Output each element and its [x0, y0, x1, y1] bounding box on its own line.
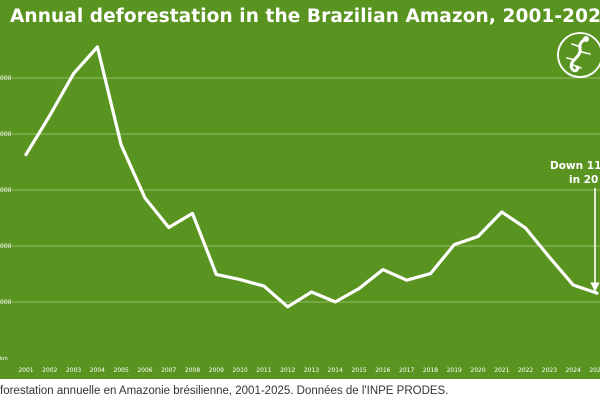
data-point-2013 [310, 290, 313, 293]
y-tick-label-25000: 000 [0, 75, 12, 82]
x-tick-label-2017: 2017 [399, 367, 414, 374]
data-point-2007 [167, 226, 170, 229]
y-tick-label-0: km [0, 356, 8, 362]
data-point-2023 [548, 256, 551, 259]
data-point-2020 [476, 235, 479, 238]
data-point-2003 [72, 72, 75, 75]
y-axis-ticks: km 000 000 000 000 000 [0, 75, 12, 362]
data-point-2005 [120, 143, 123, 146]
y-tick-label-20000: 000 [0, 131, 12, 138]
y-tick-label-15000: 000 [0, 187, 12, 194]
data-point-2015 [357, 287, 360, 290]
data-point-2019 [453, 243, 456, 246]
data-point-2011 [262, 285, 265, 288]
x-tick-label-2024: 2024 [566, 367, 581, 374]
x-tick-label-2021: 2021 [494, 367, 509, 374]
x-tick-label-2008: 2008 [185, 367, 200, 374]
data-point-2001 [24, 153, 27, 156]
data-point-2012 [286, 305, 289, 308]
annotation-line-2: in 20 [569, 174, 598, 186]
gecko-logo-icon [557, 32, 600, 78]
series-line-deforestation [24, 45, 599, 309]
data-point-2025 [595, 291, 598, 294]
data-point-2022 [524, 227, 527, 230]
y-tick-label-10000: 000 [0, 243, 12, 250]
chart-title: Annual deforestation in the Brazilian Am… [10, 6, 600, 27]
chart-panel: km 000 000 000 000 000 2001 2002 2003 2004 2005 20… [0, 0, 600, 379]
x-tick-label-2009: 2009 [209, 367, 224, 374]
data-points [24, 45, 598, 308]
data-point-2002 [48, 114, 51, 117]
x-tick-label-2007: 2007 [161, 367, 176, 374]
x-tick-label-2006: 2006 [137, 367, 152, 374]
data-point-2008 [191, 212, 194, 215]
x-tick-label-2018: 2018 [423, 367, 438, 374]
data-point-2018 [429, 272, 432, 275]
grid-lines [0, 77, 600, 303]
data-point-2016 [381, 268, 384, 271]
x-tick-label-2010: 2010 [232, 367, 247, 374]
x-axis-ticks: 2001 2002 2003 2004 2005 2006 2007 2008 2009 2010… [18, 367, 600, 374]
data-point-2009 [215, 273, 218, 276]
data-point-2017 [405, 279, 408, 282]
x-tick-label-2012: 2012 [280, 367, 295, 374]
x-tick-label-2013: 2013 [304, 367, 319, 374]
x-tick-label-2001: 2001 [18, 367, 33, 374]
data-point-2014 [334, 300, 337, 303]
x-tick-label-2019: 2019 [447, 367, 462, 374]
x-tick-label-2015: 2015 [351, 367, 366, 374]
data-point-2006 [143, 196, 146, 199]
x-tick-label-2020: 2020 [470, 367, 485, 374]
x-tick-label-2022: 2022 [518, 367, 533, 374]
x-tick-label-2025: 2025 [589, 367, 600, 374]
figure-caption: forestation annuelle en Amazonie brésili… [0, 385, 449, 397]
x-tick-label-2023: 2023 [542, 367, 557, 374]
data-point-2004 [96, 45, 99, 48]
data-point-2021 [500, 210, 503, 213]
x-tick-label-2014: 2014 [328, 367, 343, 374]
annotation-down: Down 11 in 20 [550, 160, 600, 292]
data-point-2010 [239, 278, 242, 281]
y-tick-label-5000: 000 [0, 299, 12, 306]
x-tick-label-2011: 2011 [256, 367, 271, 374]
x-tick-label-2016: 2016 [375, 367, 390, 374]
x-tick-label-2003: 2003 [66, 367, 81, 374]
annotation-line-1: Down 11 [550, 160, 600, 172]
data-point-2024 [572, 283, 575, 286]
x-tick-label-2004: 2004 [90, 367, 105, 374]
x-tick-label-2002: 2002 [42, 367, 57, 374]
x-tick-label-2005: 2005 [114, 367, 129, 374]
